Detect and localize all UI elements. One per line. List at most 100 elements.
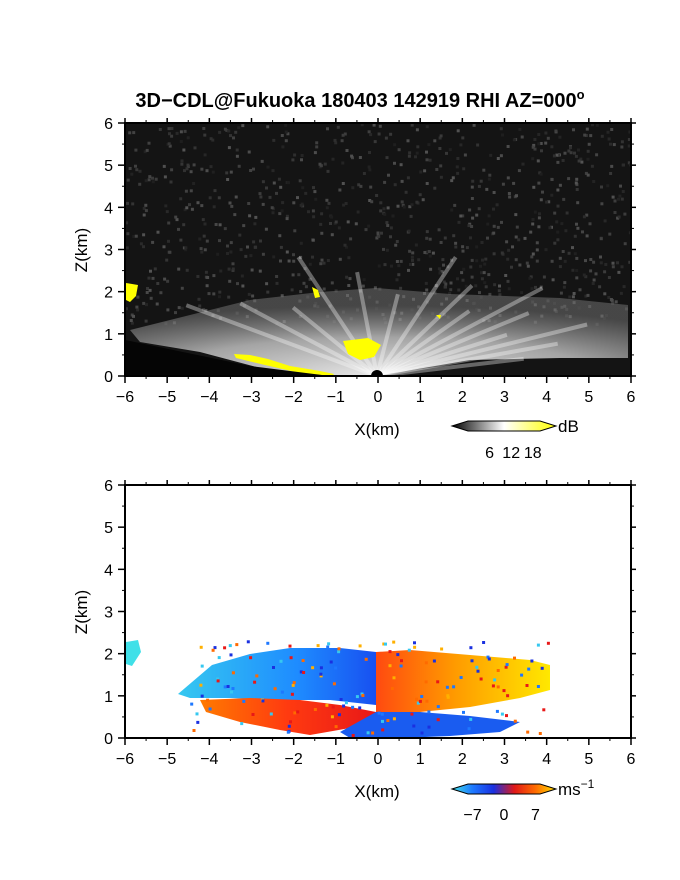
noise-pixel: [471, 216, 475, 220]
velocity-speckle-pixel: [446, 695, 450, 699]
noise-pixel: [568, 295, 572, 299]
velocity-speckle-pixel: [487, 657, 491, 661]
noise-pixel: [535, 259, 539, 263]
noise-pixel: [442, 280, 446, 284]
noise-pixel: [468, 208, 472, 212]
noise-pixel: [320, 231, 324, 235]
velocity-speckle-pixel: [331, 705, 335, 709]
noise-pixel: [341, 161, 345, 165]
noise-pixel: [550, 145, 554, 149]
noise-pixel: [453, 203, 457, 207]
noise-pixel: [627, 144, 631, 148]
x-tick-label: 6: [627, 751, 636, 768]
noise-pixel: [402, 205, 406, 209]
velocity-speckle-pixel: [235, 643, 239, 647]
noise-pixel: [360, 123, 364, 127]
noise-pixel: [284, 123, 288, 127]
noise-pixel: [325, 206, 329, 210]
x-tick-label: −6: [116, 389, 134, 406]
noise-pixel: [165, 258, 169, 262]
noise-pixel: [357, 183, 361, 187]
noise-pixel: [467, 224, 471, 228]
velocity-speckle-pixel: [496, 685, 500, 689]
noise-pixel: [580, 160, 584, 164]
noise-pixel: [595, 153, 599, 157]
noise-pixel: [440, 270, 444, 274]
noise-pixel: [334, 141, 338, 145]
noise-pixel: [578, 288, 582, 292]
velocity-speckle-pixel: [327, 642, 331, 646]
noise-pixel: [319, 222, 323, 226]
noise-pixel: [620, 265, 624, 269]
noise-pixel: [585, 213, 589, 217]
noise-pixel: [126, 232, 130, 236]
velocity-speckle-pixel: [540, 666, 544, 670]
noise-pixel: [474, 284, 478, 288]
noise-pixel: [514, 213, 518, 217]
noise-pixel: [492, 224, 496, 228]
noise-pixel: [167, 221, 171, 225]
figure-title: 3D−CDL@Fukuoka 180403 142919 RHI AZ=000o: [135, 87, 584, 112]
velocity-speckle-pixel: [469, 717, 473, 721]
noise-pixel: [423, 169, 427, 173]
noise-pixel: [470, 225, 474, 228]
noise-pixel: [345, 245, 348, 249]
velocity-speckle-pixel: [495, 709, 499, 713]
noise-pixel: [562, 197, 566, 201]
echo-ray: [291, 306, 379, 376]
noise-pixel: [575, 222, 578, 226]
noise-pixel: [407, 229, 411, 233]
velocity-speckle-pixel: [286, 730, 290, 734]
noise-pixel: [218, 290, 222, 294]
velocity-speckle-pixel: [420, 695, 424, 698]
noise-pixel: [448, 292, 452, 295]
noise-pixel: [226, 252, 229, 255]
noise-pixel: [219, 269, 223, 273]
noise-pixel: [558, 265, 562, 269]
noise-pixel: [414, 243, 418, 247]
noise-pixel: [554, 129, 558, 133]
noise-pixel: [217, 196, 221, 200]
noise-pixel: [227, 295, 231, 299]
noise-pixel: [609, 172, 613, 175]
noise-pixel: [411, 258, 414, 262]
noise-pixel: [582, 273, 586, 277]
noise-pixel: [539, 285, 543, 289]
noise-pixel: [559, 291, 563, 295]
noise-pixel: [546, 136, 550, 140]
noise-pixel: [266, 165, 270, 169]
velocity-speckle-pixel: [288, 644, 292, 648]
noise-pixel: [571, 246, 574, 250]
noise-pixel: [497, 289, 501, 293]
noise-pixel: [558, 256, 562, 260]
noise-pixel: [461, 245, 465, 249]
noise-pixel: [148, 175, 152, 179]
colorbar-tick-label: 6: [485, 445, 494, 462]
noise-pixel: [396, 204, 400, 208]
noise-pixel: [452, 234, 456, 238]
noise-pixel: [461, 214, 465, 218]
noise-pixel: [620, 140, 624, 144]
noise-pixel: [203, 133, 207, 137]
x-tick-label: −5: [158, 389, 176, 406]
noise-pixel: [145, 291, 149, 294]
noise-pixel: [461, 278, 465, 282]
noise-pixel: [542, 275, 546, 279]
noise-pixel: [535, 248, 539, 252]
velocity-speckle-pixel: [366, 731, 370, 735]
noise-pixel: [311, 238, 315, 242]
noise-pixel: [477, 184, 481, 188]
noise-pixel: [286, 132, 290, 136]
noise-pixel: [619, 291, 623, 295]
noise-pixel: [179, 238, 183, 242]
velocity-speckle-pixel: [476, 669, 480, 673]
noise-pixel: [385, 156, 389, 160]
noise-pixel: [486, 236, 489, 240]
noise-pixel: [351, 156, 354, 160]
noise-pixel: [506, 145, 510, 148]
noise-pixel: [142, 301, 146, 305]
noise-pixel: [183, 129, 187, 133]
noise-pixel: [206, 276, 210, 279]
noise-pixel: [299, 290, 303, 294]
noise-pixel: [603, 292, 607, 296]
